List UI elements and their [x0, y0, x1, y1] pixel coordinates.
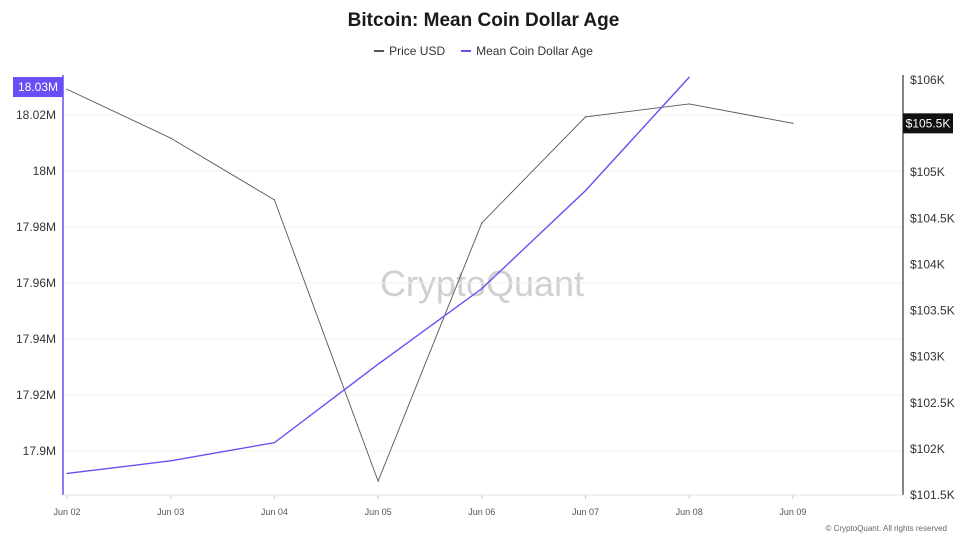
data-point — [377, 363, 379, 365]
y-right-tick-label: $103.5K — [910, 304, 955, 318]
data-point — [584, 116, 587, 118]
current-value-label-right: $105.5K — [906, 116, 951, 130]
y-left-tick-label: 18M — [33, 164, 56, 178]
chart-legend: Price USD Mean Coin Dollar Age — [0, 44, 967, 58]
x-tick-label: Jun 08 — [676, 507, 703, 517]
series-line-mean-coin-dollar-age — [66, 76, 690, 475]
current-value-label-left: 18.03M — [18, 80, 58, 94]
x-tick-label: Jun 07 — [572, 507, 599, 517]
y-left-tick-label: 18.02M — [16, 108, 56, 122]
x-tick-label: Jun 06 — [468, 507, 495, 517]
x-tick-label: Jun 09 — [779, 507, 806, 517]
y-left-tick-label: 17.92M — [16, 388, 56, 402]
y-right-tick-label: $102K — [910, 442, 945, 456]
legend-item-mean-coin-dollar-age[interactable]: Mean Coin Dollar Age — [461, 44, 593, 58]
y-right-tick-label: $101.5K — [910, 488, 955, 502]
x-tick-label: Jun 04 — [261, 507, 288, 517]
data-point — [273, 199, 275, 201]
data-point — [481, 222, 483, 224]
data-point — [688, 76, 690, 78]
y-left-tick-label: 17.9M — [23, 444, 56, 458]
data-point — [584, 190, 587, 192]
copyright-footer: © CryptoQuant. All rights reserved — [825, 524, 948, 533]
legend-label-price: Price USD — [389, 44, 446, 58]
y-right-tick-label: $104K — [910, 257, 945, 271]
y-right-tick-label: $105K — [910, 165, 945, 179]
legend-swatch-price — [374, 50, 385, 52]
x-tick-label: Jun 05 — [365, 507, 392, 517]
y-left-tick-label: 17.94M — [16, 332, 56, 346]
x-tick-label: Jun 03 — [157, 507, 184, 517]
y-left-tick-label: 17.96M — [16, 276, 56, 290]
data-point — [170, 137, 172, 139]
data-point — [273, 442, 275, 444]
y-right-tick-label: $104.5K — [910, 211, 955, 225]
x-tick-label: Jun 02 — [53, 507, 80, 517]
data-point — [170, 460, 172, 462]
legend-label-mean-coin-dollar-age: Mean Coin Dollar Age — [476, 44, 593, 58]
data-point — [688, 103, 690, 105]
data-point — [792, 122, 794, 124]
legend-swatch-mean-coin-dollar-age — [461, 50, 472, 52]
y-right-tick-label: $103K — [910, 350, 945, 364]
legend-item-price[interactable]: Price USD — [374, 44, 445, 58]
current-value-badge-left — [13, 77, 63, 98]
series-line-price-usd — [66, 88, 793, 483]
data-point — [66, 472, 68, 475]
chart-title: Bitcoin: Mean Coin Dollar Age — [347, 10, 620, 31]
y-right-tick-label: $106K — [910, 73, 945, 87]
data-point — [66, 88, 68, 90]
current-value-badge-right — [903, 113, 953, 134]
data-point — [377, 480, 379, 482]
data-point — [481, 288, 483, 290]
y-right-tick-label: $102.5K — [910, 396, 955, 410]
y-left-tick-label: 17.98M — [16, 220, 56, 234]
